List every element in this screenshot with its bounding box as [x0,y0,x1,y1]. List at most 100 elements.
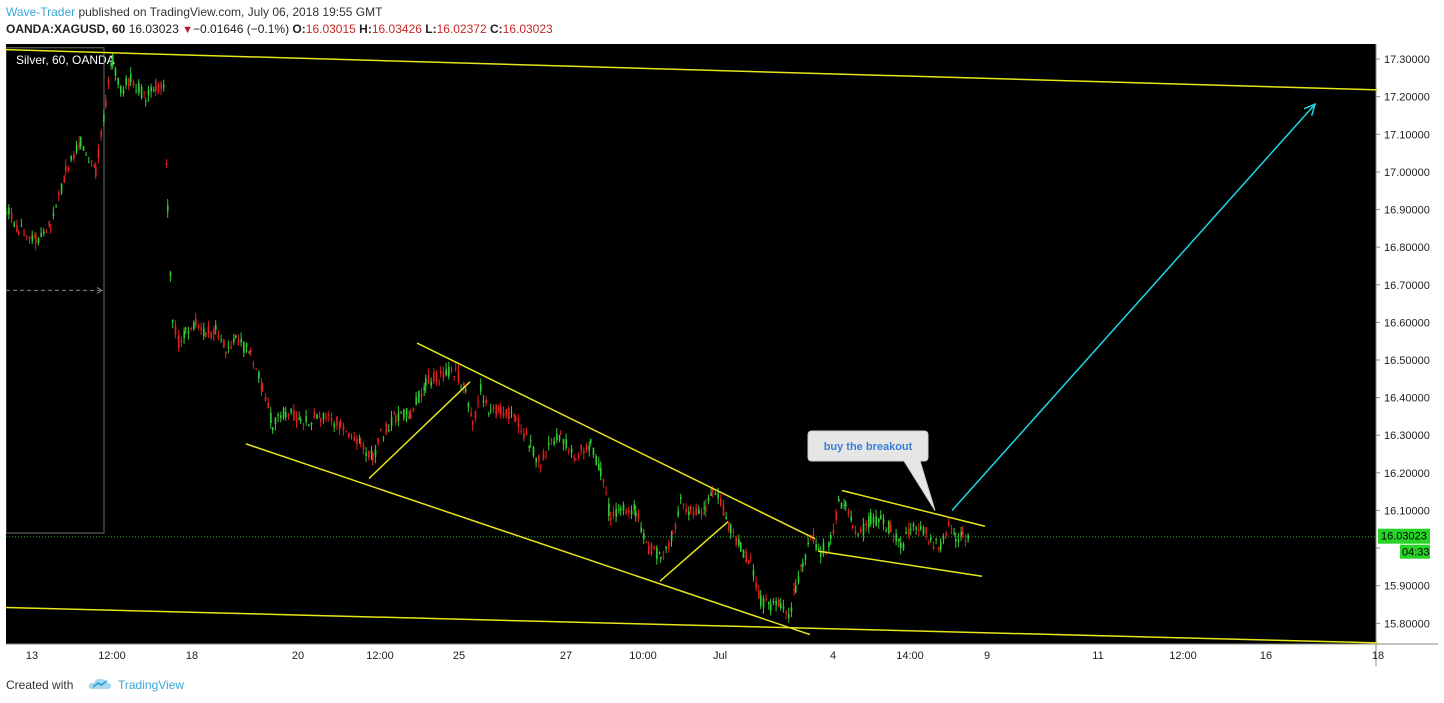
candle-body [325,416,327,418]
candle [682,503,685,510]
candle-body [908,528,910,536]
candle [85,151,87,156]
candle-body [467,403,470,408]
price-tick-label: 16.40000 [1384,393,1430,405]
candle-body [316,414,318,419]
candle-body [55,205,57,207]
candle-body [795,585,797,593]
candle-body [653,546,655,548]
trendline-rising-segment-2 [659,521,729,582]
candle [130,67,132,87]
candle [525,427,528,436]
candle-body [695,507,697,516]
candle-body [70,155,72,161]
tradingview-cloud-icon[interactable] [88,676,112,692]
candle [785,609,787,620]
created-with-text: Created with [6,678,74,692]
candle [160,80,162,95]
candle-body [575,458,577,460]
candle-body [922,527,925,535]
candle-body [472,421,474,425]
candle [388,424,390,433]
candle [575,458,577,461]
candle [377,437,379,446]
candle-body [403,409,405,419]
candle [528,444,531,452]
candle-body [125,78,127,85]
candle-body [73,154,75,159]
candle-body [457,370,460,382]
candle-body [482,401,485,403]
candle-body [760,595,762,606]
price-tick-label: 15.80000 [1384,618,1430,630]
candle-body [910,529,912,531]
candle-body [455,368,457,370]
candle-body [890,524,892,533]
candle [690,504,692,515]
candle [535,456,537,468]
candle-body [262,387,264,389]
candle [558,434,561,443]
candle [125,75,127,90]
tradingview-link[interactable]: TradingView [118,678,185,692]
candle-body [200,327,202,331]
candle [37,237,40,246]
candle-body [515,416,517,421]
candle-body [153,89,155,91]
candle-body [960,531,962,536]
candle-body [463,382,465,388]
author-link[interactable]: Wave-Trader [6,5,76,19]
candle [78,135,81,151]
candle [815,538,817,552]
price-chart[interactable]: Silver, 60, OANDA buy the breakout 15.8000… [6,44,1438,666]
candle [752,564,755,582]
candle-body [553,441,555,445]
candle-body [732,531,735,533]
candle [174,320,177,339]
candle [490,403,492,414]
price-tick-label: 17.00000 [1384,167,1430,179]
candle [58,189,60,202]
candle-body [385,423,387,434]
candle [305,409,307,426]
candle [732,528,735,538]
candle-body [778,599,780,607]
candle [172,319,174,329]
candle-body [878,519,880,523]
candle [187,326,190,340]
candle-body [525,432,528,436]
candle [308,423,310,427]
candle [932,541,935,551]
candle-body [633,504,636,510]
candle [183,327,185,344]
candle [498,404,500,414]
candle [703,501,706,516]
candle-body [892,538,895,540]
candle [612,505,615,520]
candle-body [157,84,160,92]
candle-body [854,531,857,534]
candle-body [410,413,412,419]
candle-body [932,546,935,549]
candle-body [828,542,830,548]
candle [745,547,747,564]
candle [780,598,782,611]
candle [804,553,807,566]
candle-body [145,100,147,102]
candle [548,435,550,451]
candle [595,454,597,466]
price-tick-label: 16.90000 [1384,205,1430,217]
candle-body [785,612,787,614]
candle [440,366,442,378]
candle-body [310,422,313,425]
candle-body [293,410,295,421]
candle [338,420,341,435]
candle-body [717,493,719,499]
candle [430,377,432,389]
candle [210,330,212,340]
candle [405,407,408,423]
candle-body [740,542,742,552]
candle-body [295,417,298,422]
candle-body [445,368,447,376]
chart-area[interactable]: Silver, 60, OANDA buy the breakout 15.8000… [6,44,1438,666]
